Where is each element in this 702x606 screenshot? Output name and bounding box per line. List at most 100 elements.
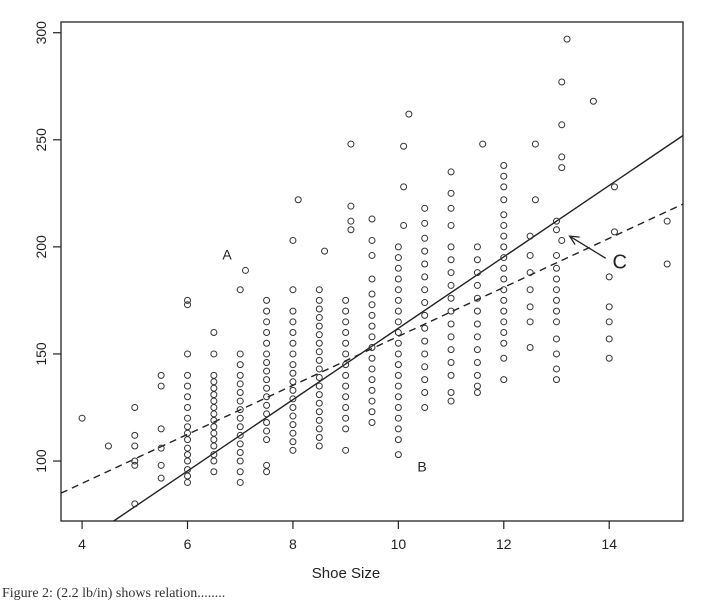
- data-point: [500, 232, 508, 240]
- data-point: [263, 461, 271, 469]
- data-point: [210, 436, 218, 444]
- data-point: [315, 382, 323, 390]
- data-point: [210, 442, 218, 450]
- data-point: [210, 384, 218, 392]
- data-point: [342, 371, 350, 379]
- data-point: [421, 363, 429, 371]
- data-point: [289, 378, 297, 386]
- data-point: [421, 376, 429, 384]
- data-point: [421, 260, 429, 268]
- data-point: [421, 286, 429, 294]
- data-point: [184, 371, 192, 379]
- data-point: [447, 307, 455, 315]
- data-point: [210, 429, 218, 437]
- data-point: [473, 320, 481, 328]
- data-point: [241, 266, 249, 274]
- data-point: [184, 393, 192, 401]
- data-point: [473, 346, 481, 354]
- data-point: [342, 296, 350, 304]
- data-point: [610, 228, 618, 236]
- data-point: [447, 389, 455, 397]
- data-point: [400, 221, 408, 229]
- data-point: [236, 371, 244, 379]
- data-point: [210, 468, 218, 476]
- data-point: [447, 168, 455, 176]
- y-tick-label: 300: [33, 21, 49, 45]
- data-point: [368, 236, 376, 244]
- data-point: [526, 303, 534, 311]
- data-point: [473, 333, 481, 341]
- data-point: [236, 286, 244, 294]
- data-point: [263, 307, 271, 315]
- data-point: [210, 451, 218, 459]
- data-point: [315, 416, 323, 424]
- data-point: [368, 397, 376, 405]
- data-point: [500, 318, 508, 326]
- data-point: [315, 322, 323, 330]
- data-point: [368, 354, 376, 362]
- data-point: [447, 189, 455, 197]
- data-point: [78, 414, 86, 422]
- data-point: [552, 307, 560, 315]
- data-point: [236, 478, 244, 486]
- data-point: [526, 286, 534, 294]
- data-point: [342, 425, 350, 433]
- data-point: [263, 376, 271, 384]
- data-point: [589, 97, 597, 105]
- data-point: [263, 418, 271, 426]
- data-point: [473, 359, 481, 367]
- data-point: [473, 281, 481, 289]
- data-point: [368, 376, 376, 384]
- data-point: [321, 247, 329, 255]
- x-tick-label: 8: [289, 536, 297, 552]
- data-point: [500, 329, 508, 337]
- data-point: [473, 371, 481, 379]
- annotation-a: A: [222, 247, 232, 263]
- data-point: [368, 301, 376, 309]
- data-point: [552, 226, 560, 234]
- data-point: [552, 365, 560, 373]
- data-point: [394, 414, 402, 422]
- x-axis-label: Shoe Size: [312, 565, 380, 582]
- data-point: [104, 442, 112, 450]
- data-point: [473, 256, 481, 264]
- data-point: [289, 286, 297, 294]
- data-point: [552, 286, 560, 294]
- data-point: [531, 140, 539, 148]
- data-point: [473, 243, 481, 251]
- data-point: [605, 303, 613, 311]
- data-point: [558, 121, 566, 129]
- data-point: [526, 344, 534, 352]
- data-point: [394, 318, 402, 326]
- data-point: [447, 320, 455, 328]
- data-point: [289, 421, 297, 429]
- x-tick-label: 6: [184, 536, 192, 552]
- data-point: [236, 397, 244, 405]
- data-point: [236, 468, 244, 476]
- data-point: [500, 275, 508, 283]
- fit-lines: [60, 134, 684, 522]
- data-point: [342, 361, 350, 369]
- data-point: [473, 389, 481, 397]
- data-point: [552, 251, 560, 259]
- data-point: [289, 386, 297, 394]
- data-point: [368, 275, 376, 283]
- data-point: [289, 307, 297, 315]
- x-tick-label: 12: [496, 536, 512, 552]
- data-point: [368, 344, 376, 352]
- data-point: [394, 403, 402, 411]
- data-point: [263, 410, 271, 418]
- data-point: [368, 408, 376, 416]
- data-point: [236, 431, 244, 439]
- data-point: [347, 140, 355, 148]
- dashed-fit-line: [60, 203, 684, 494]
- data-point: [605, 335, 613, 343]
- data-point: [210, 403, 218, 411]
- x-tick-label: 10: [391, 536, 407, 552]
- data-point: [184, 478, 192, 486]
- data-point: [447, 294, 455, 302]
- data-point: [500, 354, 508, 362]
- data-point: [368, 251, 376, 259]
- data-point: [552, 275, 560, 283]
- data-point: [473, 307, 481, 315]
